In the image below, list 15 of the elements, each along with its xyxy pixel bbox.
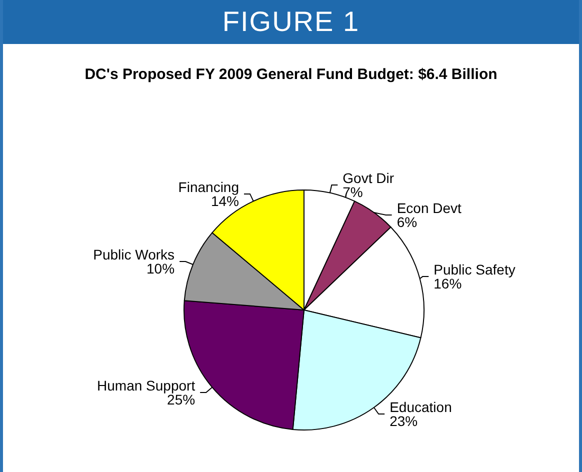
slice-label: Financing: [178, 178, 240, 195]
data-label: 25%: [167, 391, 196, 408]
data-label: 6%: [396, 214, 418, 230]
chart-title: FIGURE 1: [3, 0, 579, 44]
data-label: 7%: [342, 184, 363, 200]
slice-label: Econ Devt: [396, 200, 462, 216]
slice-label: Education: [390, 399, 452, 416]
data-label: 23%: [390, 413, 418, 430]
data-label: 16%: [434, 276, 462, 292]
slice-label: Govt Dir: [342, 170, 394, 186]
slice-label: Public Safety: [434, 262, 516, 278]
data-label: 10%: [146, 260, 175, 276]
slice-label: Human Support: [97, 377, 196, 394]
slice-label: Public Works: [93, 246, 175, 262]
chart-subtitle: DC's Proposed FY 2009 General Fund Budget: $6.4 Billion: [84, 66, 498, 83]
